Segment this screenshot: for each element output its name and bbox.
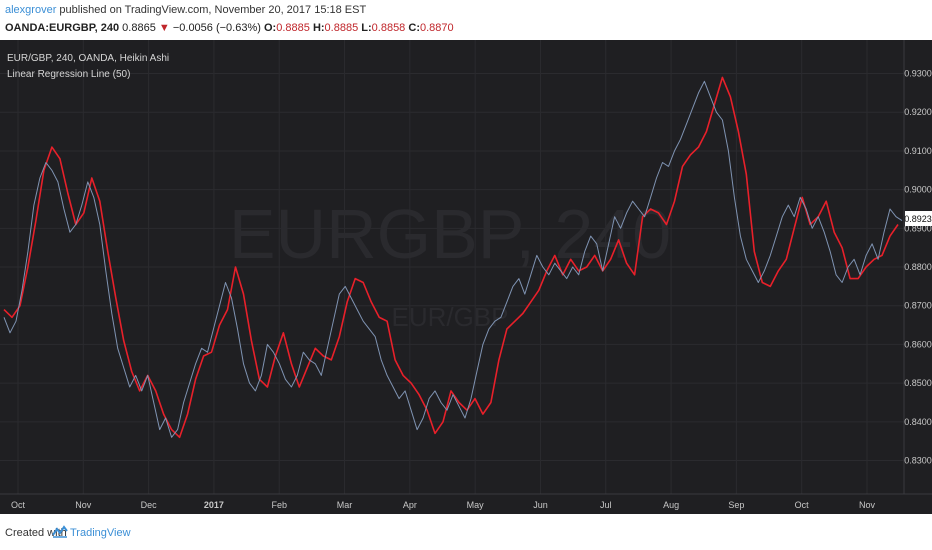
price-tick-label: 0.8300 [904, 456, 932, 466]
close-label: C: [408, 22, 420, 34]
time-axis[interactable]: Oct Nov Dec 2017 Feb Mar Apr May Jun Jul Aug Sep Oct… [11, 500, 876, 510]
price-tick-label: 0.9000 [904, 185, 932, 195]
price-tick-label: 0.9200 [904, 107, 932, 117]
down-arrow-icon: ▼ [158, 22, 170, 34]
open-value: 0.8885 [276, 22, 310, 34]
chart-background [0, 40, 932, 514]
price-tick-label: 0.8500 [904, 378, 932, 388]
time-tick-label: Nov [859, 500, 876, 510]
footer: Created with TradingView [0, 514, 932, 550]
symbol-label: OANDA:EURGBP, 240 [5, 22, 120, 34]
price-chart[interactable]: EURGBP, 240 EUR/GBP 0.83000.84000.85000.… [0, 40, 932, 514]
time-tick-label: May [467, 500, 485, 510]
close-value: 0.8870 [419, 22, 454, 34]
author-link[interactable]: alexgrover [5, 4, 57, 16]
time-tick-label: Jul [600, 500, 612, 510]
price-tick-label: 0.8400 [904, 417, 932, 427]
time-tick-label: Jun [533, 500, 548, 510]
indicator-title: Linear Regression Line (50) [7, 69, 130, 80]
series-layer [3, 76, 903, 439]
watermark-pair: EUR/GBP [391, 302, 508, 332]
publish-info: alexgrover published on TradingView.com,… [5, 4, 366, 16]
high-value: 0.8885 [324, 22, 359, 34]
price-tick-label: 0.8800 [904, 262, 932, 272]
time-tick-label: Nov [75, 500, 92, 510]
publish-header: alexgrover published on TradingView.com,… [0, 0, 932, 40]
time-tick-label: Sep [728, 500, 744, 510]
time-tick-label: 2017 [204, 500, 224, 510]
time-tick-label: Apr [403, 500, 417, 510]
high-label: H: [312, 22, 325, 34]
tradingview-link[interactable]: TradingView [70, 527, 131, 539]
published-text: published on TradingView.com, November 2… [59, 4, 367, 16]
price-tick-label: 0.8600 [904, 339, 932, 349]
symbol-info: OANDA:EURGBP, 240 0.8865 ▼ −0.0056 (−0.6… [5, 22, 454, 34]
last-price-tag: 0.8923 [904, 211, 932, 226]
time-tick-label: Mar [337, 500, 353, 510]
low-value: 0.8858 [371, 22, 406, 34]
price-tick-label: 0.9300 [904, 69, 932, 79]
price-tick-label: 0.8700 [904, 301, 932, 311]
regression-line [3, 76, 899, 439]
price-tag-box [905, 211, 932, 226]
price-line [3, 80, 903, 438]
open-label: O: [263, 22, 277, 34]
price-axis[interactable]: 0.8300 0.8400 0.8500 0.8600 0.8700 0.8800 0.89… [904, 69, 932, 466]
time-tick-label: Dec [141, 500, 158, 510]
time-tick-label: Aug [663, 500, 679, 510]
time-tick-label: Feb [271, 500, 287, 510]
price-change: −0.0056 (−0.63%) [172, 22, 261, 34]
low-label: L: [361, 22, 372, 34]
created-with-text: Created with [5, 527, 67, 539]
time-tick-label: Oct [795, 500, 810, 510]
price-tick-label: 0.8900 [904, 223, 932, 233]
series-title: EUR/GBP, 240, OANDA, Heikin Ashi [7, 53, 169, 64]
last-price: 0.8865 [122, 22, 156, 34]
time-tick-label: Oct [11, 500, 26, 510]
tradingview-logo-icon [52, 525, 68, 538]
price-tag-value: 0.8923 [904, 214, 932, 224]
price-tick-label: 0.9100 [904, 146, 932, 156]
